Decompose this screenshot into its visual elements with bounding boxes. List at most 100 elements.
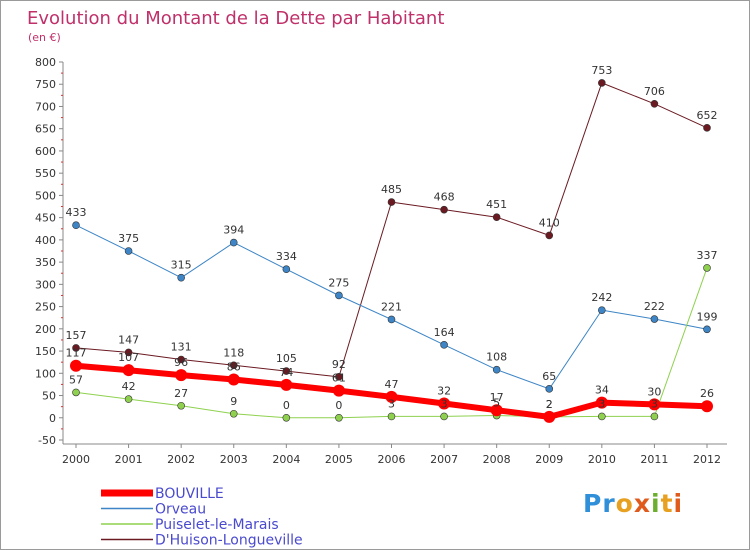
x-tick-label: 2008	[483, 453, 511, 466]
data-point-bouville	[175, 369, 188, 382]
data-point-bouville	[122, 364, 135, 377]
y-tick-label: 50	[42, 390, 56, 403]
data-label-d-huison-longueville: 753	[591, 64, 612, 77]
data-label-orveau: 334	[276, 250, 297, 263]
data-label-puiselet-le-marais: 0	[335, 399, 342, 412]
data-label-puiselet-le-marais: 3	[598, 397, 605, 410]
y-tick-label: 750	[35, 78, 56, 91]
data-point-d-huison-longueville	[492, 213, 501, 222]
data-point-puiselet-le-marais	[124, 395, 133, 403]
data-label-puiselet-le-marais: 0	[283, 399, 290, 412]
y-tick-label: -50	[38, 434, 56, 447]
data-point-bouville	[648, 398, 661, 411]
data-point-orveau	[335, 291, 343, 300]
data-label-bouville: 17	[490, 391, 504, 404]
data-label-d-huison-longueville: 131	[171, 341, 192, 354]
data-label-bouville: 2	[546, 398, 553, 411]
data-label-orveau: 65	[542, 370, 556, 383]
data-point-d-huison-longueville	[545, 231, 554, 240]
data-point-puiselet-le-marais	[387, 412, 396, 421]
data-label-orveau: 199	[697, 310, 718, 323]
data-point-orveau	[440, 341, 448, 349]
data-point-puiselet-le-marais	[440, 412, 448, 421]
y-tick-label: 650	[35, 123, 56, 136]
data-label-orveau: 222	[644, 300, 665, 313]
data-point-orveau	[598, 306, 606, 314]
legend: BOUVILLEOrveauPuiselet-le-MaraisD'Huison…	[101, 486, 303, 549]
data-point-bouville	[70, 359, 82, 372]
y-tick-label: 700	[35, 100, 56, 113]
axes: -500501001502002503003504004505005506006…	[35, 56, 727, 466]
data-label-orveau: 221	[381, 300, 402, 313]
data-point-bouville	[490, 404, 503, 417]
data-point-bouville	[227, 373, 240, 386]
data-point-orveau	[124, 247, 133, 255]
data-label-d-huison-longueville: 451	[486, 198, 507, 211]
data-point-puiselet-le-marais	[177, 401, 185, 410]
data-label-d-huison-longueville: 706	[644, 85, 665, 98]
x-tick-label: 2004	[272, 453, 300, 466]
data-point-orveau	[387, 315, 396, 324]
data-label-bouville: 47	[385, 378, 399, 391]
data-label-puiselet-le-marais: 27	[174, 387, 188, 400]
data-point-bouville	[543, 410, 556, 423]
data-point-puiselet-le-marais	[335, 413, 343, 422]
data-label-bouville: 34	[595, 384, 609, 397]
y-tick-label: 100	[35, 367, 56, 380]
proxiti-logo: Proxiti	[583, 489, 684, 518]
data-label-bouville: 107	[118, 351, 139, 364]
legend-label-bouville: BOUVILLE	[155, 486, 224, 502]
data-label-puiselet-le-marais: 3	[388, 397, 395, 410]
y-tick-label: 800	[35, 56, 56, 69]
data-point-puiselet-le-marais	[703, 264, 711, 272]
series-line-d-huison-longueville	[75, 82, 708, 378]
data-point-d-huison-longueville	[598, 79, 606, 87]
series-lines	[73, 82, 710, 420]
data-label-orveau: 315	[171, 259, 192, 272]
data-label-d-huison-longueville: 105	[276, 352, 297, 365]
data-label-puiselet-le-marais: 337	[697, 249, 718, 262]
data-point-puiselet-le-marais	[72, 388, 80, 397]
chart-subtitle: (en €)	[28, 31, 61, 44]
x-tick-label: 2010	[588, 453, 616, 466]
x-tick-label: 2000	[62, 453, 90, 466]
data-point-orveau	[492, 365, 501, 374]
data-point-d-huison-longueville	[229, 361, 238, 370]
data-label-orveau: 164	[434, 326, 455, 339]
data-point-bouville	[438, 397, 451, 410]
data-point-orveau	[177, 273, 185, 282]
data-label-orveau: 375	[118, 232, 139, 245]
data-label-orveau: 275	[328, 276, 349, 289]
data-point-d-huison-longueville	[387, 198, 396, 206]
data-label-d-huison-longueville: 157	[66, 329, 87, 342]
data-point-puiselet-le-marais	[229, 409, 238, 418]
data-label-bouville: 30	[647, 385, 661, 398]
chart-title: Evolution du Montant de la Dette par Hab…	[27, 8, 444, 29]
series-points	[70, 79, 713, 423]
data-label-d-huison-longueville: 468	[434, 191, 455, 204]
legend-label-puiselet-le-marais: Puiselet-le-Marais	[155, 517, 279, 533]
data-point-orveau	[650, 315, 659, 323]
y-tick-label: 300	[35, 278, 56, 291]
y-tick-label: 350	[35, 256, 56, 269]
y-tick-label: 500	[35, 189, 56, 202]
data-label-orveau: 108	[486, 351, 507, 364]
data-point-orveau	[282, 265, 291, 274]
data-label-d-huison-longueville: 410	[539, 216, 560, 229]
x-tick-label: 2005	[325, 453, 353, 466]
y-tick-label: 450	[35, 212, 56, 225]
data-point-puiselet-le-marais	[282, 413, 291, 422]
data-point-d-huison-longueville	[124, 348, 133, 357]
data-point-d-huison-longueville	[440, 205, 448, 214]
data-label-orveau: 394	[223, 224, 244, 237]
data-label-d-huison-longueville: 485	[381, 183, 402, 196]
data-point-d-huison-longueville	[703, 124, 711, 132]
data-label-puiselet-le-marais: 42	[122, 380, 136, 393]
data-label-puiselet-le-marais: 3	[651, 397, 658, 410]
data-point-orveau	[72, 221, 80, 230]
data-label-orveau: 433	[66, 206, 87, 219]
y-tick-label: 250	[35, 301, 56, 314]
y-tick-label: 600	[35, 145, 56, 158]
